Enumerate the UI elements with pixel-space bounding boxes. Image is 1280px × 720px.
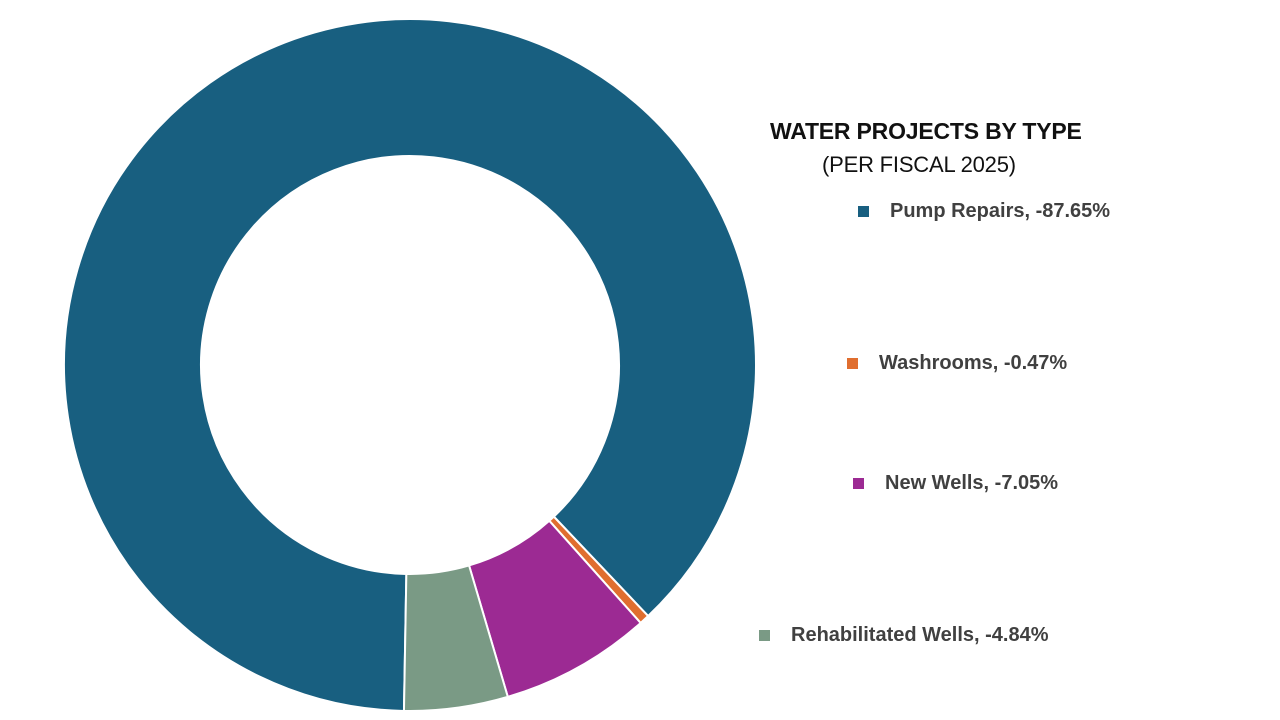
donut-slices: [63, 18, 757, 712]
legend-label-new-wells: New Wells, -7.05%: [885, 472, 1059, 494]
legend-item-rehabilitated-wells: Rehabilitated Wells, -4.84%: [759, 624, 1049, 647]
legend-item-washrooms: Washrooms, -0.47%: [847, 352, 1067, 375]
legend-item-pump-repairs: Pump Repairs, -87.65%: [858, 200, 1110, 223]
legend-swatch-new-wells: [853, 478, 864, 489]
chart-title: WATER PROJECTS BY TYPE: [770, 118, 1082, 144]
donut-slice-rehabilitated-wells: [402, 564, 510, 712]
chart-subtitle: (PER FISCAL 2025): [822, 152, 1016, 177]
legend-swatch-rehabilitated-wells: [759, 630, 770, 641]
legend-label-washrooms: Washrooms, -0.47%: [879, 352, 1068, 374]
legend-swatch-pump-repairs: [858, 206, 869, 217]
legend-item-new-wells: New Wells, -7.05%: [853, 472, 1058, 495]
legend-label-rehabilitated-wells: Rehabilitated Wells, -4.84%: [791, 624, 1049, 646]
donut-slice-pump-repairs: [63, 18, 757, 712]
legend-swatch-washrooms: [847, 358, 858, 369]
legend-label-pump-repairs: Pump Repairs, -87.65%: [890, 200, 1111, 222]
